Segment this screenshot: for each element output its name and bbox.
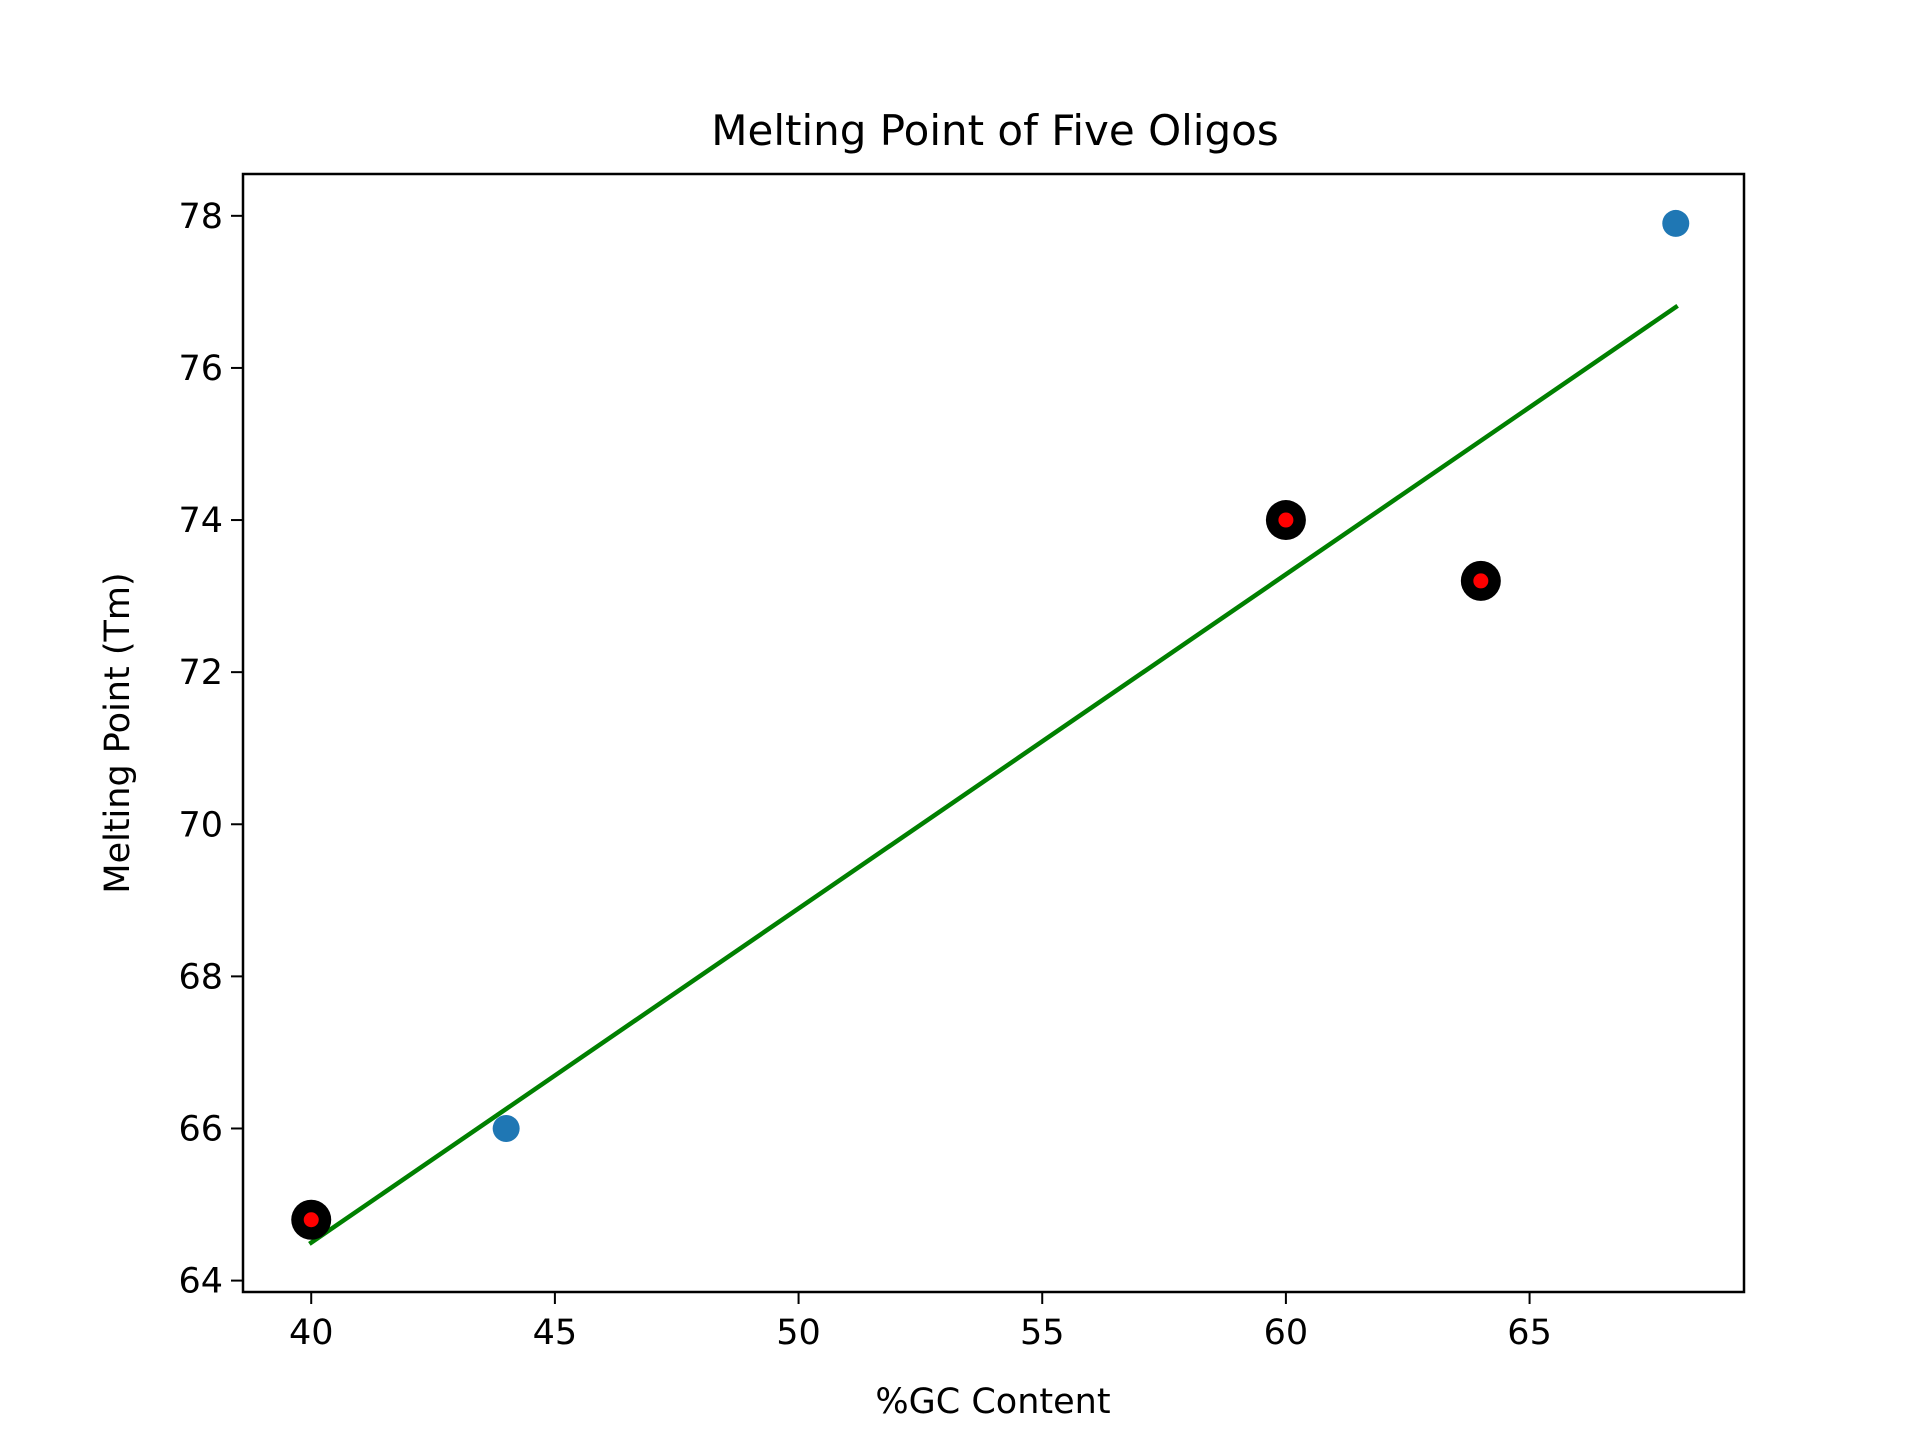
highlighted-point-inner [1473,573,1489,589]
y-tick-label: 64 [178,1262,223,1302]
x-axis-ticks: 40 45 50 55 60 65 [289,1292,1552,1353]
x-axis-label: %GC Content [875,1382,1110,1422]
y-tick-label: 66 [178,1109,223,1149]
fit-line [308,303,1679,1246]
x-tick-label: 40 [289,1313,334,1353]
data-point [1662,209,1690,237]
series-layer [291,209,1690,1246]
y-tick-label: 76 [178,349,223,389]
y-tick-label: 74 [178,501,223,541]
x-tick-label: 45 [533,1313,578,1353]
x-tick-label: 50 [776,1313,821,1353]
y-tick-label: 68 [178,957,223,997]
x-tick-label: 60 [1264,1313,1309,1353]
axes-frame [241,172,1746,1294]
y-axis-label: Melting Point (Tm) [98,572,138,893]
x-tick-label: 65 [1507,1313,1552,1353]
data-point [492,1114,520,1142]
x-tick-label: 55 [1020,1313,1065,1353]
y-axis-ticks: 64 66 68 70 72 74 76 78 [178,197,243,1302]
y-tick-label: 70 [178,805,223,845]
y-tick-label: 78 [178,197,223,237]
y-tick-label: 72 [178,653,223,693]
highlighted-point-inner [303,1212,319,1228]
plot-area: 40 45 50 55 60 65 64 66 68 70 72 74 76 78 [178,172,1746,1353]
highlighted-point-inner [1278,512,1294,528]
chart-title: Melting Point of Five Oligos [711,106,1278,155]
